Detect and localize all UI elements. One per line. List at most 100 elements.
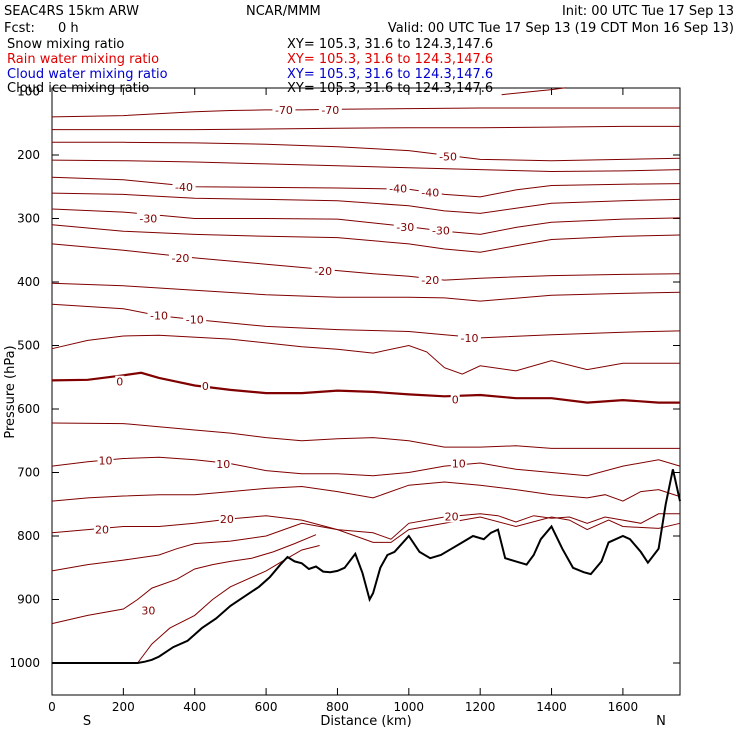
south-endpoint-label: S bbox=[83, 714, 91, 729]
contour-label-bg bbox=[168, 251, 192, 264]
isotherm-5 bbox=[51, 422, 680, 449]
north-endpoint-label: N bbox=[656, 714, 666, 729]
temperature-contours bbox=[51, 87, 681, 664]
contour-label: 20 bbox=[95, 524, 109, 537]
contour-label-bg bbox=[140, 604, 157, 617]
x-tick-label: 1200 bbox=[465, 700, 496, 714]
contour-label-bg bbox=[218, 512, 235, 525]
contour-label: -40 bbox=[389, 183, 407, 196]
valid-time: Valid: 00 UTC Tue 17 Sep 13 (19 CDT Mon … bbox=[388, 21, 734, 36]
isotherm-minus35 bbox=[51, 192, 681, 214]
isotherm-20 bbox=[51, 513, 680, 540]
isotherm-minus15 bbox=[51, 282, 681, 302]
init-time: Init: 00 UTC Tue 17 Sep 13 bbox=[562, 4, 734, 19]
contour-label-bg bbox=[318, 103, 342, 116]
contour-label: 10 bbox=[216, 458, 230, 471]
contour-label-bg bbox=[443, 510, 460, 523]
isotherm-minus70 bbox=[501, 87, 566, 96]
terrain-line bbox=[52, 469, 681, 664]
contour-label-bg bbox=[457, 331, 481, 344]
field-xy-cloud-water: XY= 105.3, 31.6 to 124.3,147.6 bbox=[287, 67, 493, 82]
isotherm-30 bbox=[51, 534, 317, 625]
contour-label: -20 bbox=[314, 265, 332, 278]
axis-ticks: 0 200 400 600 800 1000 1200 1400 160010020030040… bbox=[9, 85, 680, 714]
isotherm-10 bbox=[51, 456, 681, 477]
contour-label-bg bbox=[97, 454, 114, 467]
contour-label: 0 bbox=[116, 376, 123, 389]
isotherm-minus30 bbox=[51, 208, 681, 235]
isotherm-15 bbox=[51, 481, 681, 502]
forecast-hour: 0 h bbox=[58, 21, 79, 36]
contour-label: 20 bbox=[445, 510, 459, 523]
isotherm-minus40 bbox=[51, 176, 681, 198]
contour-label-bg bbox=[393, 220, 417, 233]
contour-label: 20 bbox=[220, 513, 234, 526]
contour-label-bg bbox=[436, 150, 460, 163]
isotherm-minus20 bbox=[51, 243, 681, 281]
org-label: NCAR/MMM bbox=[246, 4, 321, 19]
isotherm-minus5 bbox=[51, 334, 680, 375]
y-tick-label-top: 100 bbox=[17, 85, 40, 99]
contour-label-bg bbox=[272, 103, 296, 116]
y-tick-label: 200 bbox=[17, 148, 40, 162]
contour-label-bg bbox=[115, 375, 125, 388]
x-axis-label: Distance (km) bbox=[320, 714, 411, 729]
isotherm-0 bbox=[51, 371, 680, 404]
contour-label: 0 bbox=[452, 393, 459, 406]
contour-labels: -70 -70 -50 -40 -40 -40 -30 -30 -30 -20 -20 -20 -10 -… bbox=[93, 103, 481, 617]
contour-label-bg bbox=[386, 182, 410, 195]
contour-label-bg bbox=[418, 186, 442, 199]
contour-label-bg bbox=[147, 309, 171, 322]
contour-label: -30 bbox=[432, 225, 450, 238]
y-tick-label: 300 bbox=[17, 212, 40, 226]
isotherm-25 bbox=[51, 516, 681, 572]
isotherm-minus45 bbox=[51, 159, 681, 173]
y-axis-label: Pressure (hPa) bbox=[3, 345, 18, 438]
contour-label-bg bbox=[172, 180, 196, 193]
y-tick-label: 700 bbox=[17, 466, 40, 480]
isotherm-35 bbox=[137, 545, 320, 664]
contour-label: -50 bbox=[439, 150, 457, 163]
isotherm-minus70 bbox=[51, 107, 680, 118]
isotherm-minus60 bbox=[52, 125, 680, 131]
terrain-profile bbox=[52, 469, 681, 664]
field-label-rain: Rain water mixing ratio bbox=[7, 52, 159, 67]
contour-label-bg bbox=[200, 380, 210, 393]
isotherm-minus25 bbox=[51, 224, 681, 253]
y-tick-label: 400 bbox=[17, 275, 40, 289]
field-xy-rain: XY= 105.3, 31.6 to 124.3,147.6 bbox=[287, 52, 493, 67]
contour-label: 0 bbox=[202, 380, 209, 393]
y-tick-label: 800 bbox=[17, 529, 40, 543]
contour-label-bg bbox=[450, 457, 467, 470]
y-tick-label: 1000 bbox=[9, 656, 40, 670]
contour-label: -30 bbox=[139, 213, 157, 226]
contour-label: -40 bbox=[421, 186, 439, 199]
contour-label: 10 bbox=[99, 454, 113, 467]
contour-label-bg bbox=[311, 265, 335, 278]
contour-label-bg bbox=[215, 458, 232, 471]
model-title: SEAC4RS 15km ARW bbox=[4, 4, 139, 19]
contour-label: -10 bbox=[150, 310, 168, 323]
contour-label-bg bbox=[136, 212, 160, 225]
plot-frame bbox=[51, 87, 681, 696]
field-label-snow: Snow mixing ratio bbox=[7, 37, 124, 52]
contour-label-bg bbox=[93, 523, 110, 536]
contour-label: 30 bbox=[141, 604, 155, 617]
contour-label: -30 bbox=[396, 221, 414, 234]
contour-label-bg bbox=[183, 313, 207, 326]
x-tick-label: 600 bbox=[255, 700, 278, 714]
contour-label-bg bbox=[418, 274, 442, 287]
x-tick-label: 400 bbox=[183, 700, 206, 714]
contour-label: -10 bbox=[460, 332, 478, 345]
contour-label: -10 bbox=[186, 313, 204, 326]
isotherm-minus10 bbox=[51, 303, 681, 339]
contour-label: 10 bbox=[452, 458, 466, 471]
contour-label: -70 bbox=[275, 104, 293, 117]
x-tick-label: 200 bbox=[112, 700, 135, 714]
contour-label: -40 bbox=[175, 181, 193, 194]
x-tick-label: 1600 bbox=[608, 700, 639, 714]
contour-label-bg bbox=[429, 224, 453, 237]
contour-label: -20 bbox=[421, 274, 439, 287]
x-tick-label: 1000 bbox=[394, 700, 425, 714]
contour-label: -20 bbox=[171, 252, 189, 265]
